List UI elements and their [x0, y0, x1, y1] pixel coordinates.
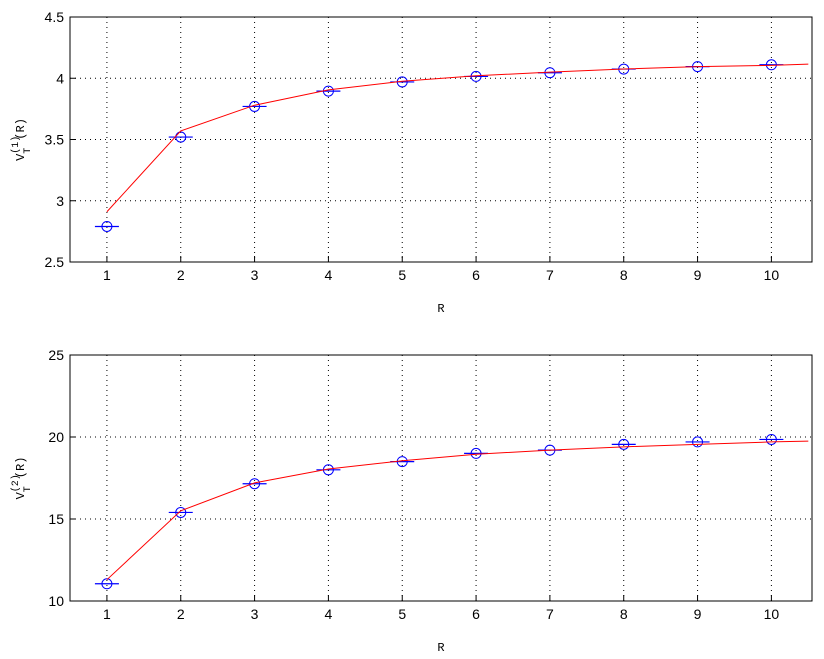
- point-marker: [692, 436, 704, 448]
- x-tick-label: 8: [620, 606, 628, 622]
- y-label-arg: (R): [14, 457, 28, 479]
- point-marker: [765, 433, 777, 445]
- x-tick-label: 6: [472, 267, 480, 283]
- x-tick-label: 5: [398, 606, 406, 622]
- data-point: [94, 220, 119, 232]
- x-tick-label: 4: [325, 606, 333, 622]
- y-label-sub: T: [23, 486, 34, 492]
- y-tick-label: 20: [48, 429, 64, 445]
- point-marker: [618, 438, 630, 450]
- x-tick-label: 3: [251, 267, 259, 283]
- data-point: [168, 506, 193, 518]
- y-tick-label: 4: [56, 70, 64, 86]
- y-axis-label: V(1)T (R): [10, 118, 34, 161]
- point-marker: [101, 578, 113, 590]
- fit-line: [106, 63, 809, 213]
- y-tick-label: 3: [56, 193, 64, 209]
- x-tick-label: 2: [177, 606, 185, 622]
- y-tick-label: 3.5: [45, 132, 65, 148]
- x-tick-label: 8: [620, 267, 628, 283]
- x-tick-label: 10: [764, 267, 780, 283]
- y-label-sup: (1): [10, 136, 22, 154]
- x-tick-label: 1: [103, 606, 111, 622]
- x-axis-label: R: [437, 641, 444, 654]
- y-tick-label: 4.5: [45, 9, 65, 25]
- y-tick-label: 25: [48, 347, 64, 363]
- x-tick-label: 9: [694, 267, 702, 283]
- fit-line: [106, 440, 809, 581]
- point-marker: [101, 220, 113, 232]
- x-tick-label: 5: [398, 267, 406, 283]
- y-tick-label: 15: [48, 511, 64, 527]
- x-tick-label: 7: [546, 267, 554, 283]
- data-point: [316, 464, 341, 476]
- data-point: [685, 436, 710, 448]
- x-axis-label: R: [437, 302, 444, 316]
- point-marker: [470, 447, 482, 459]
- data-point: [94, 578, 119, 590]
- y-tick-label: 2.5: [45, 254, 65, 270]
- point-marker: [249, 478, 261, 490]
- x-tick-label: 2: [177, 267, 185, 283]
- x-tick-label: 9: [694, 606, 702, 622]
- y-label-sub: T: [23, 148, 34, 154]
- point-marker: [175, 506, 187, 518]
- subplot: 2.5 3 3.5 4 4.5 1 2 3 4 5 6 7 8 9 10 R V(1)T (R): [10, 9, 813, 316]
- axes-box: [69, 16, 813, 263]
- y-tick-label: 10: [48, 593, 64, 609]
- subplot: 10 15 20 25 1 2 3 4 5 6 7 8 9 10 R V(2)T (R): [10, 347, 813, 655]
- x-tick-label: 4: [325, 267, 333, 283]
- y-label-base: V: [14, 153, 28, 161]
- x-tick-label: 7: [546, 606, 554, 622]
- x-tick-label: 3: [251, 606, 259, 622]
- x-tick-label: 10: [764, 606, 780, 622]
- y-label-base: V: [14, 491, 28, 499]
- y-axis-label: V(2)T (R): [10, 457, 34, 500]
- data-point: [759, 433, 784, 445]
- x-tick-label: 6: [472, 606, 480, 622]
- data-point: [242, 478, 267, 490]
- y-label-arg: (R): [14, 118, 28, 140]
- x-tick-label: 1: [103, 267, 111, 283]
- data-point: [611, 438, 636, 450]
- y-label-sup: (2): [10, 474, 22, 492]
- axes-box: [69, 354, 813, 602]
